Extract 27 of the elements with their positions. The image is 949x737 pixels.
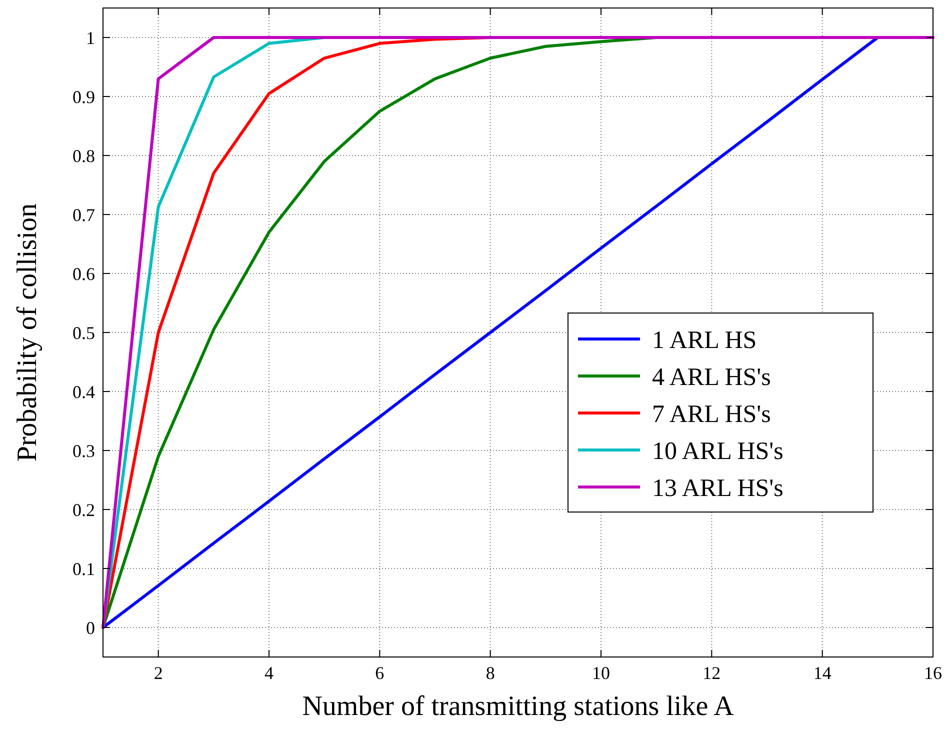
y-tick-label: 0.1 (72, 558, 95, 579)
x-tick-label: 6 (375, 663, 384, 683)
x-tick-label: 8 (486, 663, 495, 683)
legend-label: 7 ARL HS's (652, 400, 771, 428)
x-tick-label: 14 (813, 663, 832, 683)
legend-label: 10 ARL HS's (652, 438, 784, 465)
legend-label: 4 ARL HS's (652, 364, 771, 391)
y-tick-label: 0.2 (72, 500, 95, 520)
y-tick-label: 0.9 (72, 86, 95, 107)
x-tick-label: 2 (154, 663, 163, 683)
y-tick-label: 0.4 (72, 382, 95, 402)
legend-label: 1 ARL HS (652, 326, 757, 354)
legend-label: 13 ARL HS's (652, 474, 784, 502)
y-axis-title: Probability of collision (12, 203, 43, 462)
x-axis-title: Number of transmitting stations like A (302, 691, 735, 722)
y-tick-label: 0.7 (72, 204, 95, 225)
y-tick-label: 0.6 (72, 264, 95, 284)
y-tick-label: 0.5 (72, 322, 95, 343)
y-tick-label: 0.8 (72, 146, 95, 166)
x-tick-label: 4 (264, 663, 274, 683)
line-series (102, 36, 934, 629)
x-tick-label: 10 (592, 663, 610, 683)
y-tick-label: 0.3 (72, 440, 95, 461)
y-tick-label: 1 (86, 28, 95, 48)
y-tick-label: 0 (86, 618, 95, 638)
x-tick-label: 16 (924, 663, 942, 683)
x-tick-label: 12 (702, 663, 721, 683)
